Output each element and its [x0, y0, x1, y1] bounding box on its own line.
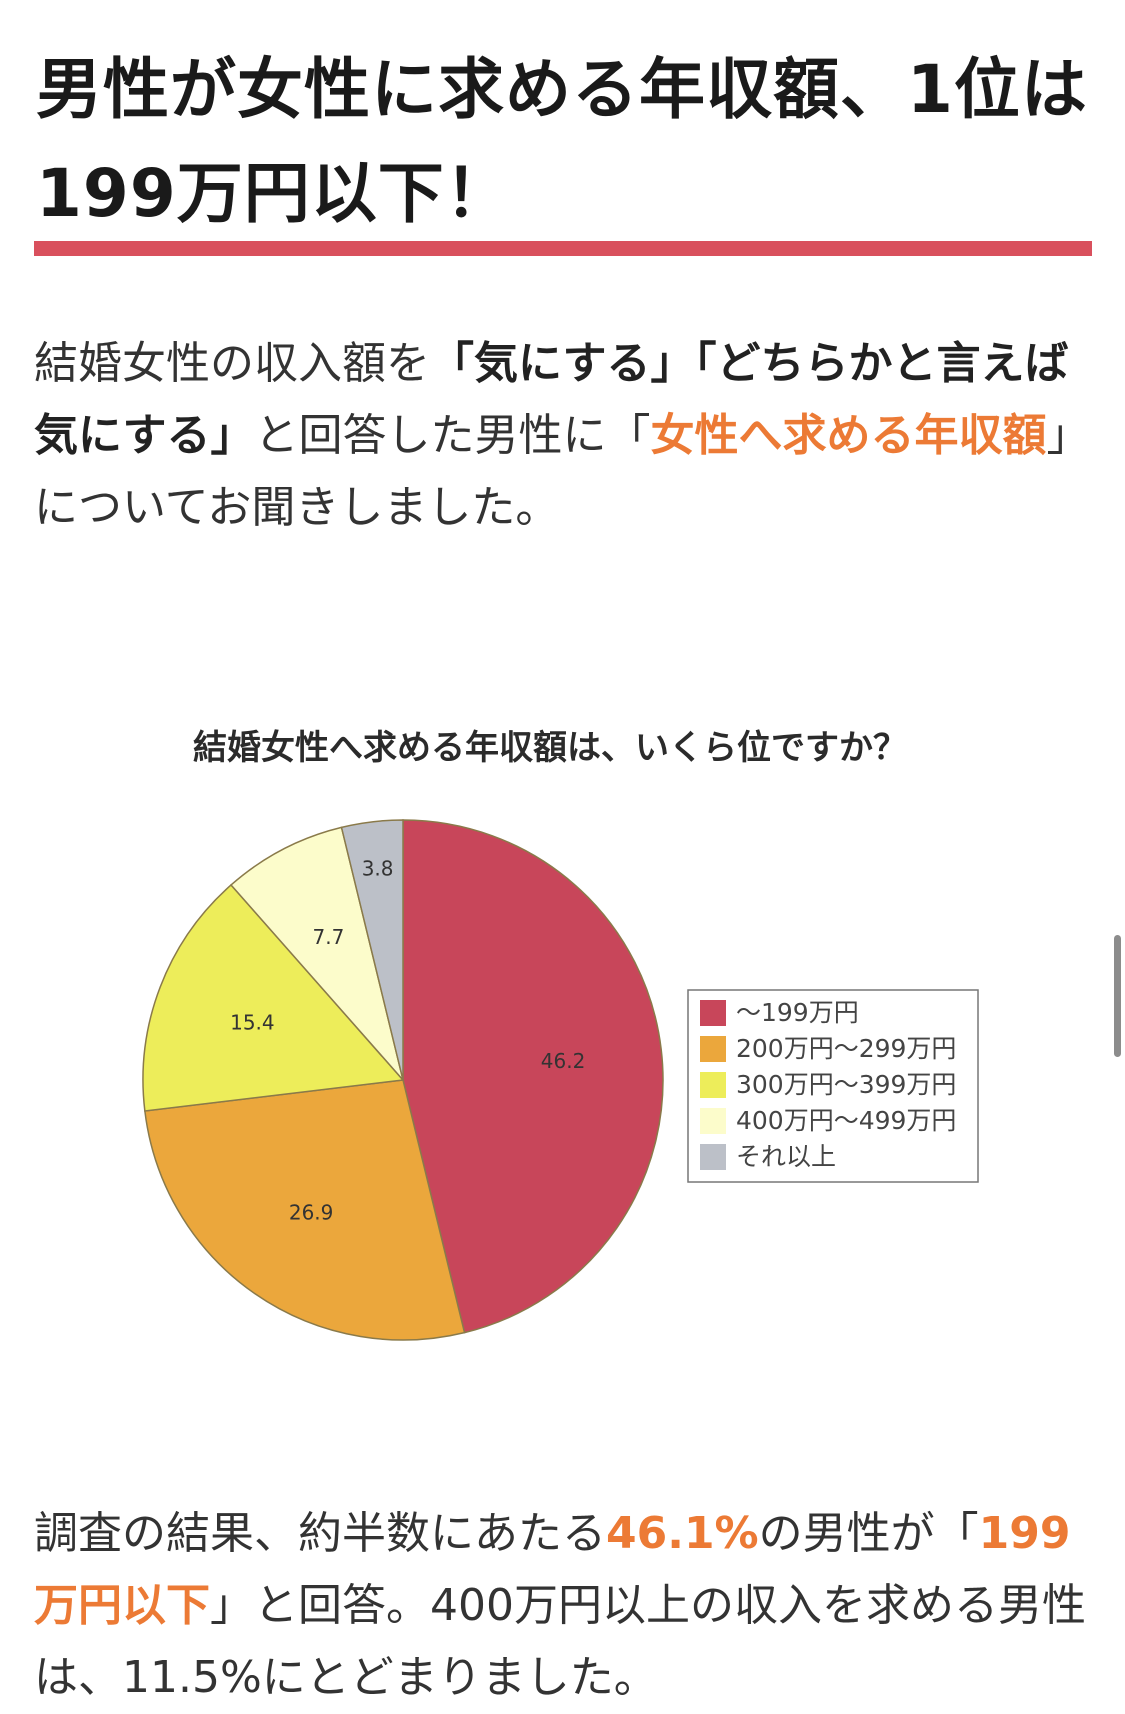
lead-highlight-topic: 女性へ求める年収額: [650, 410, 1047, 461]
pie-value-label-1: 46.2: [541, 1049, 586, 1073]
pie-slice-2: [144, 1079, 466, 1341]
headline-underline: [34, 241, 1092, 256]
pie-value-label-5: 3.8: [362, 856, 394, 880]
lead-text-1: 結婚女性の収入額を: [34, 338, 430, 389]
legend-swatch-1: [700, 1000, 726, 1026]
lead-emphasis-answers: 「気にする」「どちらかと言えば気にする」: [34, 338, 1069, 461]
pie-value-label-2: 26.9: [289, 1200, 334, 1224]
pie-value-label-4: 7.7: [313, 925, 345, 949]
summary-highlight-range: 199万円以下: [34, 1508, 1071, 1631]
summary-paragraph: 調査の結果、約半数にあたる46.1%の男性が「199万円以下」と回答。400万円…: [34, 1498, 1104, 1714]
legend-swatch-2: [700, 1036, 726, 1062]
pie-slice-4: [230, 826, 404, 1081]
pie-slice-1: [402, 819, 664, 1334]
legend-swatch-5: [700, 1144, 726, 1170]
pie-slice-3: [142, 883, 405, 1112]
legend-label-5: それ以上: [736, 1142, 836, 1171]
pie-value-label-3: 15.4: [230, 1011, 275, 1035]
headline-line-1: 男性が女性に求める年収額、1位は: [36, 51, 1088, 128]
pie-slice-5: [340, 819, 404, 1081]
pie-chart-figure: 結婚女性へ求める年収額は、いくら位ですか？ 46.2 26.9 15.4 7.7 3.8…: [100, 690, 1000, 1360]
article-headline: 男性が女性に求める年収額、1位は 199万円以下！: [36, 38, 1096, 246]
summary-text-3: 」と回答。400万円以上の収入を求める男性は、11.5%にとどまりました。: [34, 1580, 1086, 1703]
lead-text-3: 」についてお聞きしました。: [34, 410, 1091, 533]
lead-paragraph: 結婚女性の収入額を「気にする」「どちらかと言えば気にする」と回答した男性に「女性…: [34, 328, 1094, 544]
legend-label-3: 300万円～399万円: [736, 1070, 956, 1099]
pie-chart-svg: 46.2 26.9 15.4 7.7 3.8 ～199万円 200万円～299万円 300万円…: [142, 819, 979, 1341]
summary-text-1: 調査の結果、約半数にあたる: [34, 1508, 606, 1559]
lead-text-2: と回答した男性に「: [254, 410, 651, 461]
legend-swatch-3: [700, 1072, 726, 1098]
legend-label-4: 400万円～499万円: [736, 1106, 956, 1135]
legend-label-1: ～199万円: [736, 998, 859, 1027]
legend-label-2: 200万円～299万円: [736, 1034, 956, 1063]
headline-line-2: 199万円以下！: [36, 155, 512, 232]
chart-legend: [687, 989, 979, 1183]
scrollbar-thumb[interactable]: [1114, 935, 1121, 1057]
chart-title: 結婚女性へ求める年収額は、いくら位ですか？: [193, 728, 907, 768]
legend-swatch-4: [700, 1108, 726, 1134]
summary-text-2: の男性が「: [758, 1508, 979, 1559]
summary-highlight-percent: 46.1%: [606, 1508, 759, 1559]
